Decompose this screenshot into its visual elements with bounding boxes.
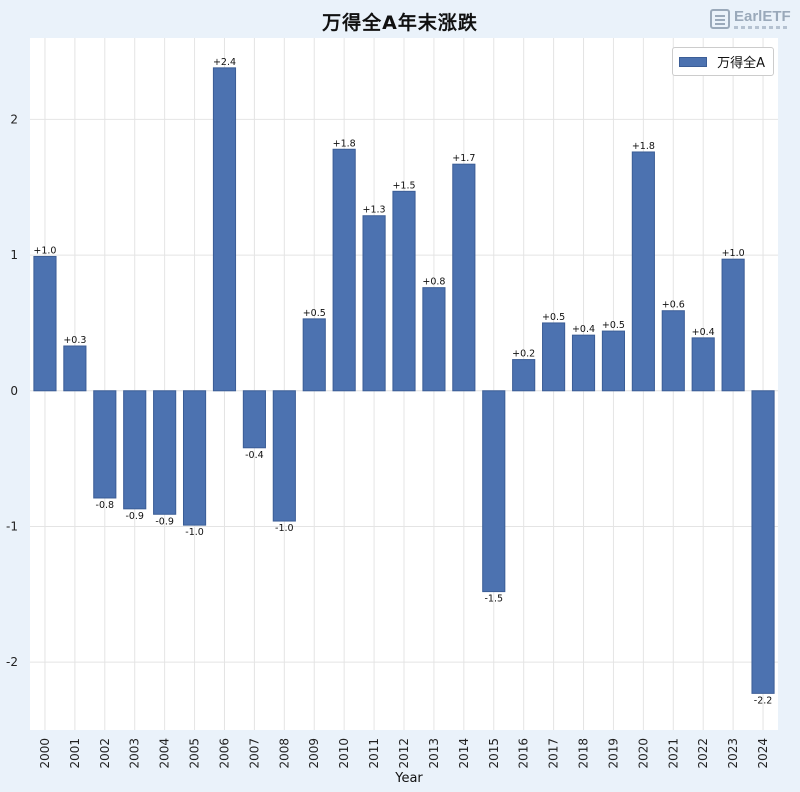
x-tick-label: 2006: [217, 738, 231, 769]
data-label: +1.0: [722, 248, 745, 259]
data-label: +0.6: [662, 300, 685, 311]
chart-title: 万得全A年末涨跌: [322, 12, 478, 34]
bar: [212, 67, 237, 392]
x-tick-label: 2014: [457, 738, 471, 769]
data-label: -0.9: [155, 516, 174, 527]
x-tick-label: 2013: [427, 738, 441, 769]
bar: [452, 163, 476, 392]
x-tick-label: 2012: [397, 738, 411, 769]
brand-logo: EarlETF: [708, 6, 792, 34]
x-tick-label: 2011: [367, 738, 381, 769]
x-tick-label: 2018: [577, 738, 591, 769]
y-tick-label: -1: [6, 519, 18, 533]
bar: [182, 390, 207, 526]
bar: [422, 287, 446, 392]
legend: 万得全A: [672, 47, 774, 76]
bar: [512, 359, 536, 392]
y-tick-label: 1: [10, 248, 18, 262]
data-label: -1.0: [275, 523, 294, 534]
bar: [571, 334, 596, 392]
data-label: +1.0: [33, 245, 56, 256]
data-label: -0.4: [245, 450, 264, 461]
x-tick-label: 2004: [158, 738, 172, 769]
bar: [631, 151, 655, 392]
data-label: +1.8: [632, 141, 655, 152]
bar: [302, 318, 326, 392]
bar: [542, 322, 566, 392]
legend-label: 万得全A: [717, 56, 765, 71]
bar: [332, 148, 356, 392]
data-label: -0.9: [125, 511, 144, 522]
x-tick-label: 2015: [487, 738, 501, 769]
x-tick-label: 2003: [128, 738, 142, 769]
y-tick-label: 2: [10, 112, 18, 126]
x-tick-label: 2019: [606, 738, 620, 769]
x-tick-label: 2020: [636, 738, 650, 769]
x-axis-title: Year: [394, 771, 423, 786]
bar: [392, 190, 416, 392]
logo-text: EarlETF: [734, 8, 791, 25]
data-label: -2.2: [754, 695, 773, 706]
legend-swatch: [679, 56, 708, 67]
data-label: -0.8: [96, 500, 115, 511]
bar: [661, 310, 685, 392]
bar: [362, 215, 386, 392]
bar: [33, 255, 57, 392]
x-tick-label: 2009: [307, 738, 321, 769]
y-tick-label: -2: [6, 655, 18, 669]
bar: [721, 258, 745, 392]
y-tick-label: 0: [10, 384, 18, 398]
x-tick-label: 2001: [68, 738, 82, 769]
data-label: +0.5: [542, 312, 565, 323]
x-tick-label: 2007: [247, 738, 261, 769]
data-label: +0.8: [422, 277, 445, 288]
data-label: +0.5: [303, 308, 326, 319]
x-tick-label: 2016: [517, 738, 531, 769]
bar: [482, 390, 506, 593]
x-tick-label: 2010: [337, 738, 351, 769]
data-label: +0.4: [692, 327, 715, 338]
bar: [691, 337, 715, 392]
logo-icon: [710, 9, 730, 29]
x-tick-label: 2022: [696, 738, 710, 769]
bar: [153, 390, 177, 515]
data-label: -1.0: [185, 527, 204, 538]
bar: [601, 330, 626, 392]
data-label: +2.4: [213, 57, 236, 68]
logo-subtitle-mark: [734, 26, 790, 29]
x-tick-label: 2017: [547, 738, 561, 769]
x-tick-label: 2023: [726, 738, 740, 769]
data-label: +0.4: [572, 324, 595, 335]
data-label: +1.5: [392, 180, 415, 191]
bar: [123, 390, 147, 510]
x-tick-label: 2024: [756, 738, 770, 769]
data-label: +1.7: [452, 153, 475, 164]
data-label: +1.8: [333, 138, 356, 149]
bar: [242, 390, 266, 449]
x-tick-label: 2021: [666, 738, 680, 769]
data-label: +0.3: [63, 335, 86, 346]
x-tick-label: 2005: [188, 738, 202, 769]
bar: [751, 390, 775, 694]
bar: [272, 390, 296, 522]
bar: [63, 345, 87, 392]
x-tick-label: 2008: [277, 738, 291, 769]
data-label: +0.5: [602, 320, 625, 331]
x-tick-label: 2000: [38, 738, 52, 769]
data-label: +1.3: [363, 205, 386, 216]
x-tick-label: 2002: [98, 738, 112, 769]
data-label: +0.2: [512, 349, 535, 360]
bar: [93, 390, 117, 499]
data-label: -1.5: [484, 594, 503, 605]
